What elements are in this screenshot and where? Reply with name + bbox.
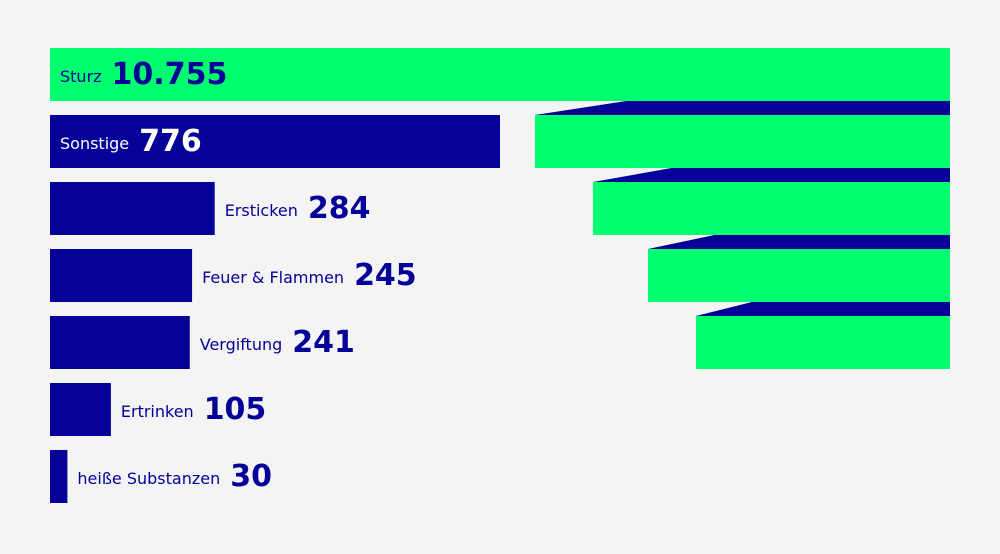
bar-2 <box>50 182 215 235</box>
category-label-6: heiße Substanzen <box>77 469 220 488</box>
break-connector-4 <box>696 302 950 316</box>
bar-6 <box>50 450 68 503</box>
category-label-0: Sturz <box>60 67 102 86</box>
sturz-bar-continuation-2 <box>593 182 950 235</box>
category-label-1: Sonstige <box>60 134 129 153</box>
bar-4 <box>50 316 190 369</box>
value-label-1: 776 <box>139 124 202 159</box>
break-connector-2 <box>593 168 950 182</box>
value-label-2: 284 <box>308 191 371 226</box>
category-label-2: Ersticken <box>225 201 298 220</box>
break-connector-1 <box>535 101 950 115</box>
bar-0 <box>50 48 950 101</box>
sturz-bar-continuation-3 <box>648 249 950 302</box>
category-label-3: Feuer & Flammen <box>202 268 344 287</box>
bar-3 <box>50 249 193 302</box>
sturz-bar-continuation-1 <box>535 115 950 168</box>
category-label-5: Ertrinken <box>121 402 194 421</box>
value-label-6: 30 <box>230 459 272 494</box>
value-label-5: 105 <box>204 392 267 427</box>
category-label-4: Vergiftung <box>200 335 283 354</box>
break-connector-3 <box>648 235 950 249</box>
value-label-3: 245 <box>354 258 417 293</box>
sturz-bar-continuation-4 <box>696 316 950 369</box>
bar-1 <box>50 115 500 168</box>
bar-5 <box>50 383 111 436</box>
value-label-4: 241 <box>292 325 355 360</box>
value-label-0: 10.755 <box>112 57 228 92</box>
